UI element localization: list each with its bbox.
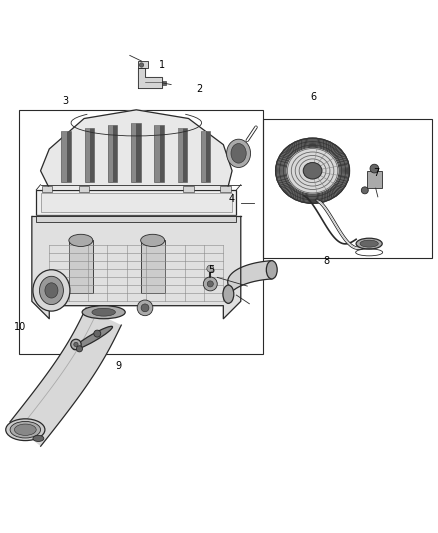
Ellipse shape xyxy=(33,435,44,441)
Bar xyxy=(109,125,113,182)
Text: 2: 2 xyxy=(196,84,202,94)
Text: 10: 10 xyxy=(14,322,26,333)
Bar xyxy=(201,131,206,182)
Ellipse shape xyxy=(141,235,165,246)
Bar xyxy=(177,128,187,182)
Text: 1: 1 xyxy=(159,60,166,70)
Polygon shape xyxy=(138,68,162,88)
Bar xyxy=(108,125,117,182)
Circle shape xyxy=(71,339,81,350)
Bar xyxy=(36,190,237,215)
Bar xyxy=(367,171,382,188)
Text: 3: 3 xyxy=(63,96,69,106)
Ellipse shape xyxy=(226,139,251,167)
Ellipse shape xyxy=(266,261,277,279)
Circle shape xyxy=(139,63,144,67)
Ellipse shape xyxy=(223,285,234,303)
Circle shape xyxy=(207,265,214,272)
Text: 9: 9 xyxy=(115,361,121,371)
Bar xyxy=(262,118,432,258)
Bar xyxy=(178,128,183,182)
Bar xyxy=(85,128,94,182)
Circle shape xyxy=(361,187,368,194)
Bar xyxy=(154,125,164,182)
Ellipse shape xyxy=(82,305,125,319)
Text: 5: 5 xyxy=(208,265,214,275)
Circle shape xyxy=(203,277,217,291)
Ellipse shape xyxy=(10,422,41,438)
Ellipse shape xyxy=(360,240,378,247)
Bar xyxy=(62,131,67,182)
Polygon shape xyxy=(32,216,241,319)
Circle shape xyxy=(137,300,153,316)
Bar xyxy=(201,131,210,182)
Bar xyxy=(155,125,159,182)
Polygon shape xyxy=(10,308,121,446)
Bar xyxy=(79,187,89,192)
Ellipse shape xyxy=(231,143,246,163)
Bar xyxy=(141,240,165,293)
Bar xyxy=(132,123,136,182)
Bar xyxy=(184,187,194,192)
Bar xyxy=(19,110,262,353)
Text: 7: 7 xyxy=(374,168,380,178)
Ellipse shape xyxy=(14,424,36,435)
Ellipse shape xyxy=(33,270,70,311)
Ellipse shape xyxy=(39,276,64,304)
Text: 6: 6 xyxy=(311,92,317,102)
Ellipse shape xyxy=(73,326,113,350)
Circle shape xyxy=(76,346,82,352)
Bar xyxy=(220,187,231,192)
Text: 4: 4 xyxy=(229,195,235,205)
Circle shape xyxy=(141,304,149,312)
Bar xyxy=(42,187,52,192)
Ellipse shape xyxy=(92,308,116,316)
Circle shape xyxy=(74,342,78,346)
Ellipse shape xyxy=(356,238,382,249)
Circle shape xyxy=(207,281,213,287)
Polygon shape xyxy=(41,110,232,188)
Ellipse shape xyxy=(45,283,58,298)
Ellipse shape xyxy=(6,419,45,441)
Bar xyxy=(138,61,148,68)
Bar xyxy=(131,123,141,182)
Ellipse shape xyxy=(304,163,322,179)
Bar xyxy=(85,128,90,182)
Circle shape xyxy=(370,164,379,173)
Bar xyxy=(69,240,93,293)
Circle shape xyxy=(94,330,101,337)
Bar xyxy=(41,193,232,212)
Bar xyxy=(36,216,237,222)
Ellipse shape xyxy=(69,235,93,246)
Text: 8: 8 xyxy=(324,256,330,266)
Bar xyxy=(61,131,71,182)
Ellipse shape xyxy=(276,138,350,204)
